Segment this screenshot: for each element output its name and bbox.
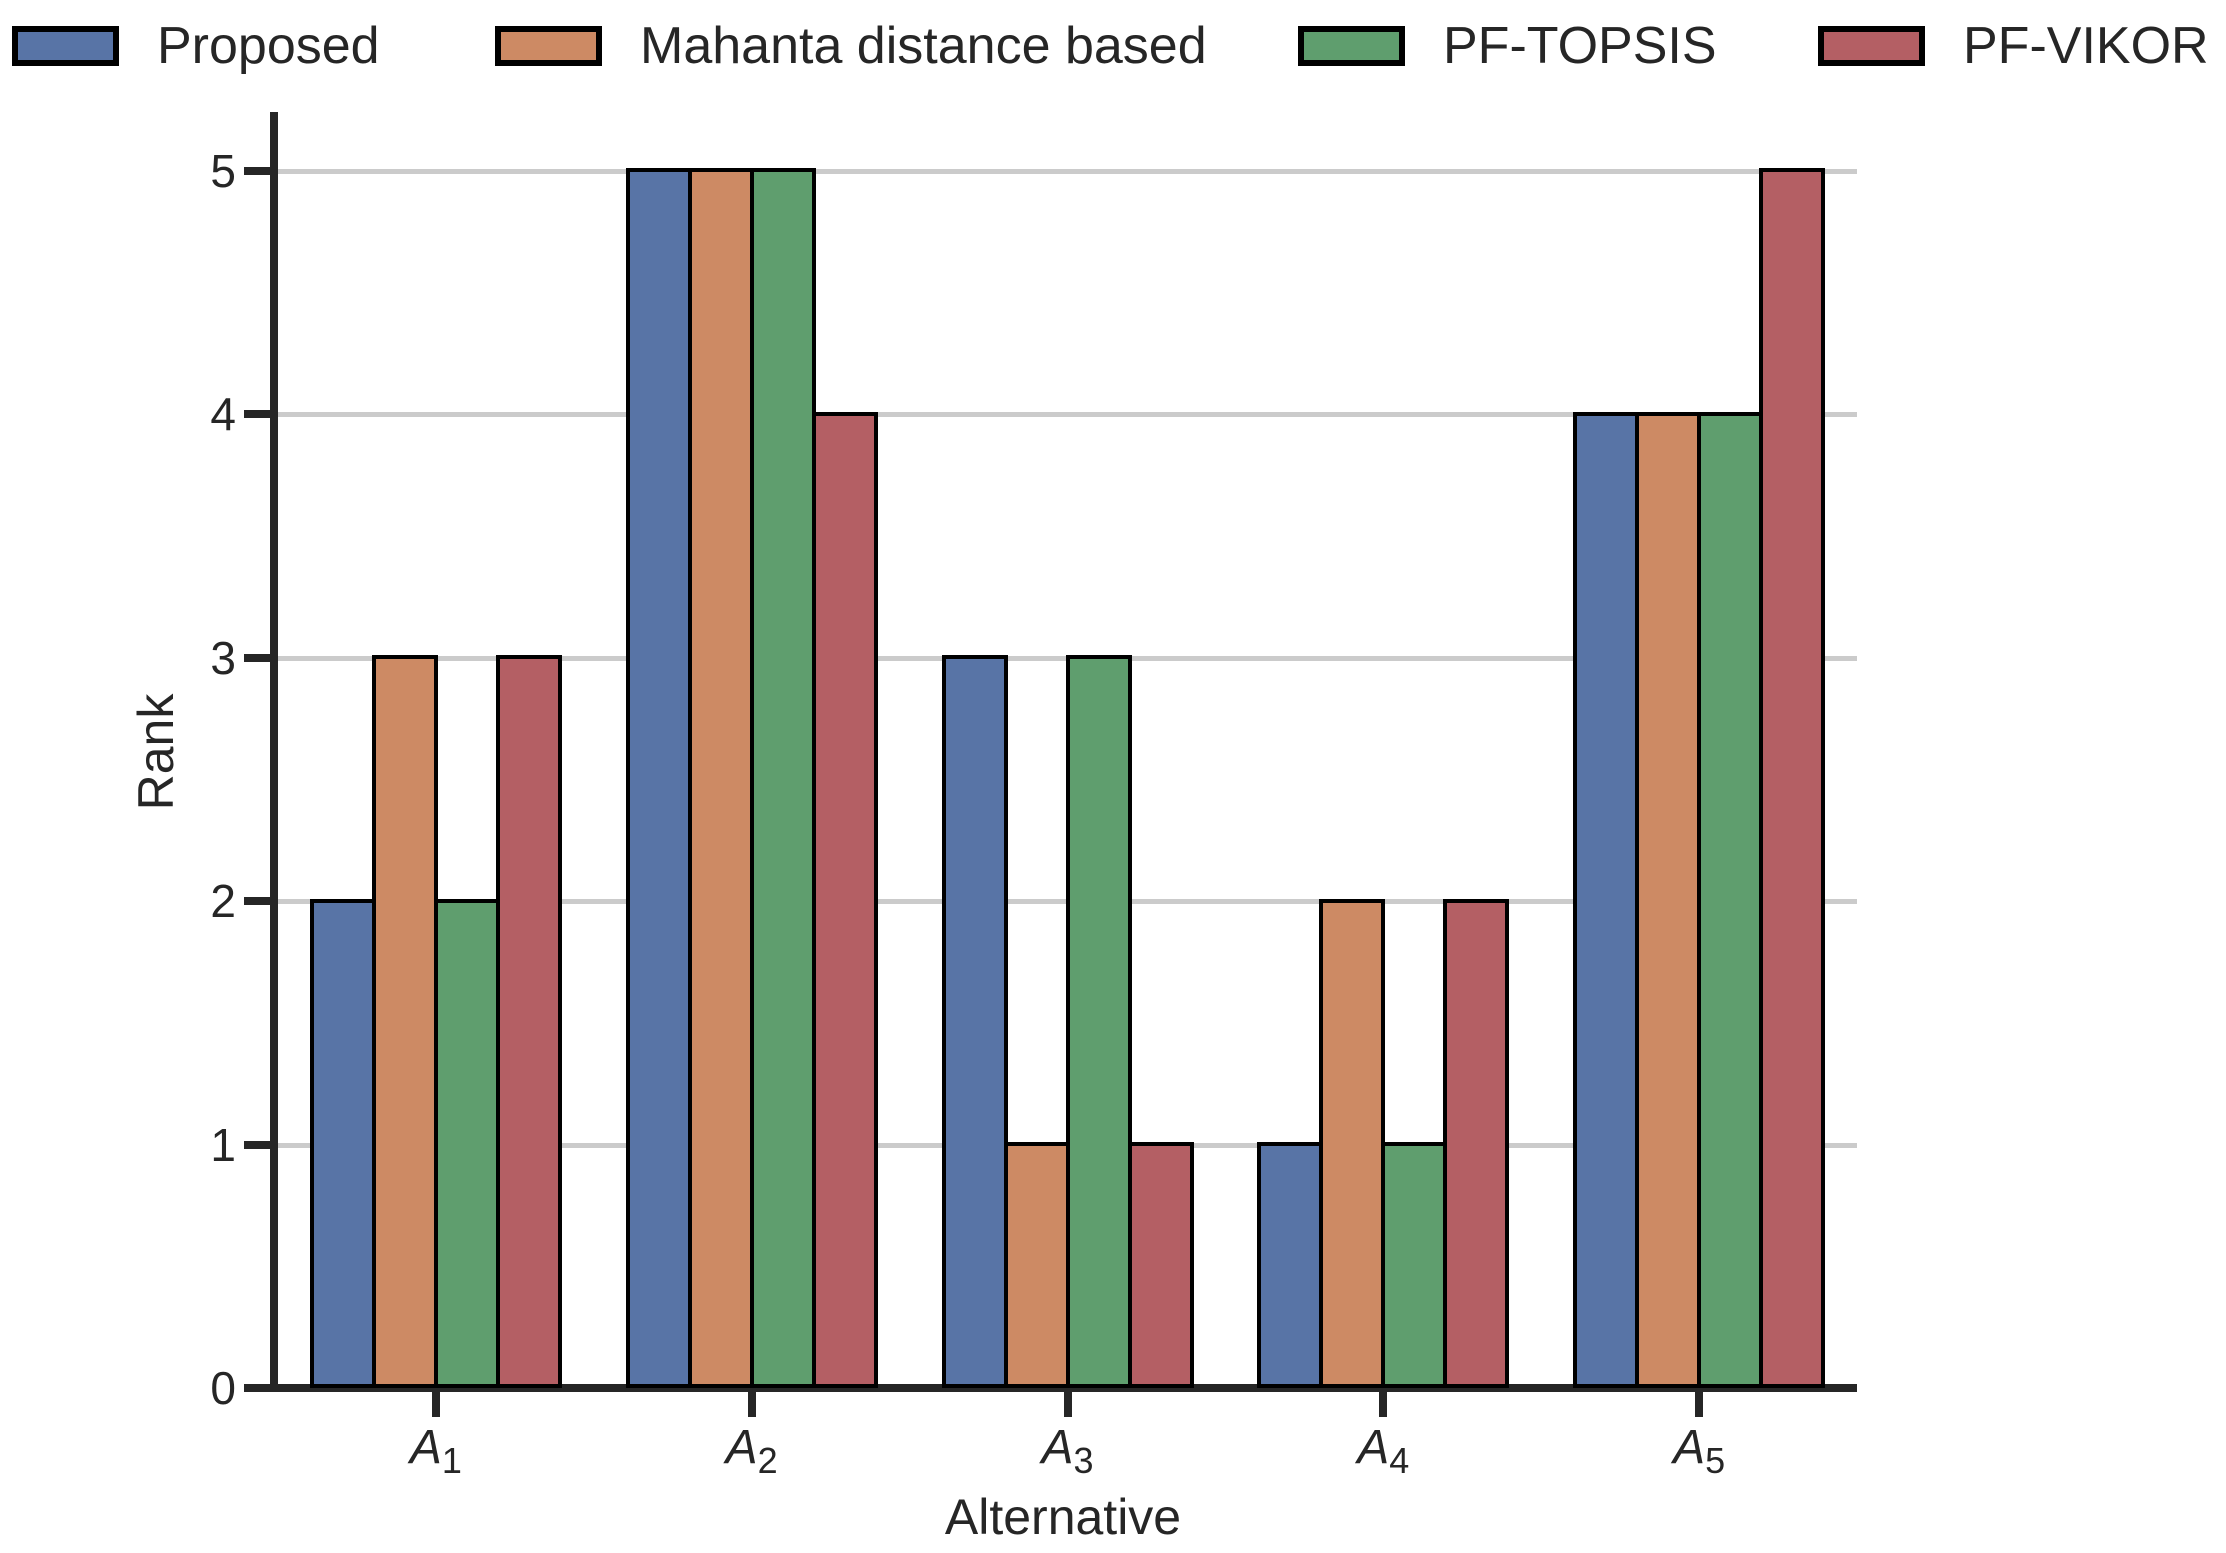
y-tick-mark-1 (244, 1140, 272, 1149)
legend-label: PF-VIKOR (1963, 17, 2209, 75)
legend: Proposed Mahanta distance based PF-TOPSIS P… (0, 0, 2226, 90)
bar-proposed-a5 (1573, 412, 1640, 1388)
x-tick-label-a4: A4 (1357, 1421, 1410, 1481)
gridline-4 (278, 412, 1857, 417)
y-tick-label-0: 0 (210, 1362, 236, 1414)
x-axis-spine (270, 1384, 1857, 1392)
y-tick-label-5: 5 (210, 144, 236, 197)
x-tick-mark-a5 (1695, 1392, 1704, 1417)
legend-item-mahanta-distance-based: Mahanta distance based (495, 20, 1207, 72)
bar-mahanta-distance-based-a3 (1003, 1142, 1070, 1388)
bar-group-a2 (625, 168, 878, 1388)
bar-pf-topsis-a2 (749, 168, 816, 1388)
y-tick-mark-5 (244, 166, 272, 175)
bar-proposed-a1 (309, 899, 376, 1388)
legend-label: Mahanta distance based (640, 17, 1207, 75)
bar-pf-topsis-a3 (1065, 655, 1132, 1388)
x-tick-mark-a1 (431, 1392, 440, 1417)
bar-mahanta-distance-based-a5 (1635, 412, 1702, 1388)
bar-mahanta-distance-based-a1 (371, 655, 438, 1388)
x-tick-label-a3: A3 (1041, 1421, 1094, 1481)
bar-mahanta-distance-based-a2 (687, 168, 754, 1388)
bar-pf-vikor-a5 (1759, 168, 1826, 1388)
y-axis-spine (270, 112, 278, 1392)
x-axis-title: Alternative (944, 1489, 1182, 1545)
bars-container (278, 112, 1857, 1388)
bar-group-a4 (1257, 899, 1510, 1388)
legend-item-pf-topsis: PF-TOPSIS (1298, 20, 1717, 72)
legend-label: PF-TOPSIS (1443, 17, 1717, 75)
legend-label: Proposed (157, 17, 380, 75)
gridline-5 (278, 168, 1857, 174)
legend-swatch-pf-topsis (1298, 26, 1405, 66)
legend-swatch-proposed (12, 26, 119, 66)
bar-proposed-a3 (941, 655, 1008, 1388)
y-axis-title: Rank (128, 693, 184, 811)
x-tick-label-a2: A2 (725, 1421, 778, 1481)
plot-area (270, 112, 1857, 1392)
bar-pf-topsis-a5 (1697, 412, 1764, 1388)
bar-group-a5 (1573, 168, 1826, 1388)
y-tick-label-1: 1 (210, 1118, 236, 1171)
x-tick-mark-a3 (1063, 1392, 1072, 1417)
bar-pf-topsis-a1 (433, 899, 500, 1388)
x-tick-label-a1: A1 (409, 1421, 462, 1481)
legend-swatch-pf-vikor (1818, 26, 1925, 66)
x-tick-mark-a2 (747, 1392, 756, 1417)
y-tick-label-2: 2 (210, 875, 236, 927)
bar-group-a3 (941, 655, 1194, 1388)
y-tick-mark-0 (244, 1384, 272, 1392)
y-tick-label-3: 3 (210, 631, 236, 684)
bar-pf-topsis-a4 (1381, 1142, 1448, 1388)
legend-item-pf-vikor: PF-VIKOR (1818, 20, 2209, 72)
bar-proposed-a2 (625, 168, 692, 1388)
legend-item-proposed: Proposed (12, 20, 380, 72)
x-tick-mark-a4 (1379, 1392, 1388, 1417)
y-tick-mark-2 (244, 897, 272, 905)
bar-pf-vikor-a4 (1443, 899, 1510, 1388)
y-tick-label-4: 4 (210, 388, 236, 440)
bar-pf-vikor-a2 (811, 412, 878, 1388)
bar-mahanta-distance-based-a4 (1319, 899, 1386, 1388)
y-tick-mark-4 (244, 410, 272, 418)
x-tick-label-a5: A5 (1673, 1421, 1726, 1481)
bar-pf-vikor-a3 (1127, 1142, 1194, 1388)
bar-group-a1 (309, 655, 562, 1388)
bar-proposed-a4 (1257, 1142, 1324, 1388)
bar-pf-vikor-a1 (495, 655, 562, 1388)
y-tick-mark-3 (244, 653, 272, 662)
legend-swatch-mahanta-distance-based (495, 26, 602, 66)
